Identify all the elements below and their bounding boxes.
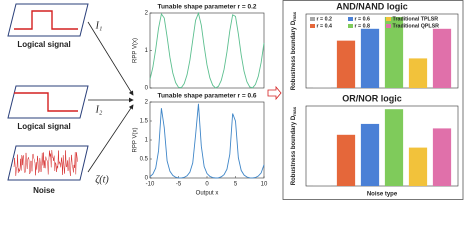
y-axis-label: Robustness boundary Dmax bbox=[291, 11, 298, 90]
chart-title: Tunable shape parameter r = 0.6 bbox=[157, 93, 256, 100]
y-axis-label-main: Robustness boundary D bbox=[291, 20, 297, 90]
chart-title: OR/NOR logic bbox=[342, 93, 402, 103]
legend-label: r = 0.6 bbox=[355, 16, 371, 22]
bar bbox=[384, 109, 404, 186]
legend-label: r = 0.2 bbox=[317, 16, 333, 22]
y-tick-label: 0 bbox=[145, 176, 149, 182]
legend-label: r = 0.4 bbox=[317, 23, 333, 29]
y-tick-label: 0 bbox=[145, 86, 149, 92]
bar bbox=[336, 134, 356, 186]
plot-frame bbox=[305, 105, 459, 187]
input-symbol: I₁ bbox=[95, 20, 103, 31]
x-axis-label: Output x bbox=[196, 191, 219, 197]
chart-title: Tunable shape parameter r = 0.2 bbox=[157, 4, 256, 11]
y-tick-label: 1.5 bbox=[140, 119, 149, 125]
bar bbox=[312, 87, 332, 88]
input-symbol: I₂ bbox=[95, 104, 103, 115]
y-axis-label-sub: max bbox=[292, 11, 297, 21]
x-tick-label: -5 bbox=[176, 182, 182, 188]
noise-signal bbox=[13, 150, 78, 176]
transition-arrow bbox=[267, 85, 282, 101]
y-tick-label: 0.5 bbox=[140, 157, 149, 163]
legend-swatch bbox=[348, 24, 353, 28]
y-axis-label-sub: max bbox=[292, 106, 297, 116]
x-tick-label: 5 bbox=[234, 182, 238, 188]
legend-label: r = 0.8 bbox=[355, 23, 371, 29]
result-panel bbox=[282, 0, 464, 200]
legend-swatch bbox=[386, 24, 391, 28]
bar bbox=[384, 16, 404, 88]
plot-frame bbox=[305, 13, 459, 89]
legend-swatch bbox=[386, 17, 391, 21]
y-axis-label: RPP V(x) bbox=[133, 38, 139, 63]
arrow bbox=[87, 104, 134, 173]
input-label: Logical signal bbox=[17, 122, 70, 131]
step-signal bbox=[14, 92, 78, 112]
plot-frame bbox=[149, 101, 265, 179]
chart-title: AND/NAND logic bbox=[336, 1, 408, 11]
line-series bbox=[149, 103, 265, 179]
line-series bbox=[149, 11, 265, 89]
input-label: Noise bbox=[33, 186, 55, 195]
bar bbox=[432, 28, 452, 88]
y-axis-label: RPP V(x) bbox=[133, 128, 139, 153]
input-label: Logical signal bbox=[17, 40, 70, 49]
legend-label: Traditional TPLSR bbox=[393, 16, 439, 22]
y-tick-label: 1 bbox=[145, 48, 149, 54]
y-tick-label: 1 bbox=[145, 138, 149, 144]
bar bbox=[360, 28, 380, 88]
bar bbox=[360, 123, 380, 186]
y-tick-label: 2 bbox=[145, 100, 149, 106]
signal-panel bbox=[7, 145, 89, 181]
x-tick-label: 0 bbox=[205, 182, 209, 188]
y-axis-label: Robustness boundary Dmax bbox=[291, 106, 298, 185]
x-tick-label: -10 bbox=[146, 182, 155, 188]
x-axis-label: Noise type bbox=[367, 192, 398, 198]
signal-panel bbox=[7, 3, 89, 37]
input-symbol: ζ(t) bbox=[95, 174, 109, 185]
x-tick-label: 10 bbox=[261, 182, 268, 188]
arrow bbox=[87, 21, 134, 96]
y-axis-label-main: Robustness boundary D bbox=[291, 115, 297, 185]
bar bbox=[408, 147, 428, 186]
legend-swatch bbox=[310, 24, 315, 28]
figure: Logical signal I₁ Logical signal I₂ Nois… bbox=[7, 0, 464, 200]
bar bbox=[408, 58, 428, 88]
bar bbox=[336, 40, 356, 88]
bar bbox=[312, 185, 332, 186]
pulse-signal bbox=[14, 10, 78, 30]
y-tick-label: 2 bbox=[145, 11, 149, 17]
legend-swatch bbox=[348, 17, 353, 21]
bar bbox=[432, 128, 452, 186]
plot-frame bbox=[149, 12, 265, 89]
legend-swatch bbox=[310, 17, 315, 21]
legend-label: Traditional QPLSR bbox=[393, 23, 440, 29]
